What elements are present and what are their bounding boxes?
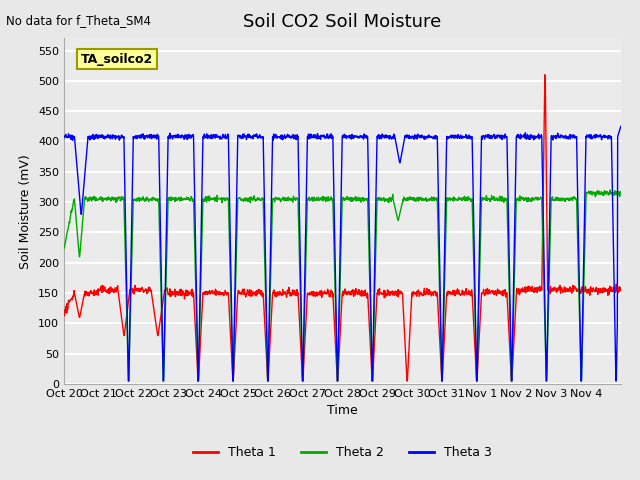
Title: Soil CO2 Soil Moisture: Soil CO2 Soil Moisture [243,13,442,31]
Text: No data for f_Theta_SM4: No data for f_Theta_SM4 [6,14,152,27]
Legend: Theta 1, Theta 2, Theta 3: Theta 1, Theta 2, Theta 3 [188,441,497,464]
X-axis label: Time: Time [327,405,358,418]
Text: TA_soilco2: TA_soilco2 [81,53,153,66]
Y-axis label: Soil Moisture (mV): Soil Moisture (mV) [19,154,33,269]
